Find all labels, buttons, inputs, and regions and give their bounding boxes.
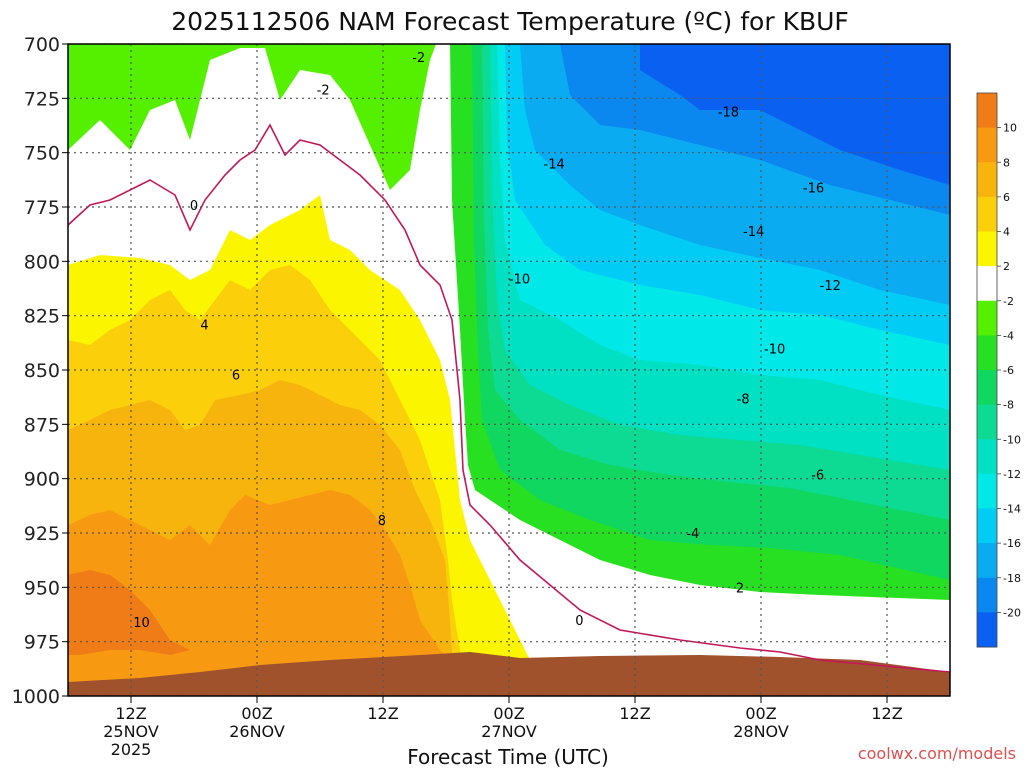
x-tick-date: 27NOV	[481, 722, 537, 741]
colorbar-swatch	[977, 162, 997, 198]
x-tick-label: 00Z	[493, 704, 524, 723]
x-tick-label: 00Z	[241, 704, 272, 723]
y-tick-label: 800	[24, 251, 60, 273]
colorbar-label: 6	[1003, 191, 1010, 204]
contour-label: -6	[811, 468, 824, 483]
colorbar-label: -8	[1003, 399, 1014, 412]
x-axis-label: Forecast Time (UTC)	[407, 745, 609, 768]
credit-text: coolwx.com/models	[858, 744, 1016, 763]
x-tick-date: 26NOV	[229, 722, 285, 741]
zero-contour-line	[68, 123, 950, 673]
contour-label: -12	[820, 279, 841, 294]
colorbar-swatch	[977, 196, 997, 232]
y-tick-label: 875	[24, 414, 60, 436]
colorbar-swatch	[977, 335, 997, 371]
y-tick-label: 925	[24, 523, 60, 545]
colorbar-label: -16	[1003, 537, 1021, 550]
x-tick-label: 12Z	[367, 704, 398, 723]
contour-label: -14	[743, 225, 764, 240]
colorbar-swatch	[977, 508, 997, 544]
x-tick-date: 28NOV	[733, 722, 789, 741]
colorbar-swatch	[977, 439, 997, 475]
contour-label: -2	[412, 51, 425, 66]
contour-label: -2	[317, 84, 330, 99]
colorbar-swatch	[977, 404, 997, 440]
contour-label: -18	[718, 105, 739, 120]
colorbar-swatch	[977, 612, 997, 648]
grid	[68, 44, 950, 696]
y-tick-label: 725	[24, 88, 60, 110]
x-tick-year: 2025	[111, 740, 152, 759]
y-tick-label: 775	[24, 197, 60, 219]
contour-label: -10	[764, 342, 785, 357]
colorbar-swatch	[977, 370, 997, 406]
colorbar-label: -18	[1003, 572, 1021, 585]
x-tick-date: 25NOV	[103, 722, 159, 741]
y-tick-label: 700	[24, 34, 60, 56]
y-tick-label: 850	[24, 360, 60, 382]
contour-label: 2	[736, 581, 744, 596]
contour-label: -4	[686, 527, 699, 542]
colorbar-swatch	[977, 231, 997, 267]
contour-label: -10	[509, 273, 530, 288]
colorbar-swatch	[977, 577, 997, 613]
colorbar-label: 10	[1003, 122, 1017, 135]
contour-label: 8	[378, 514, 386, 529]
y-tick-label: 975	[24, 632, 60, 654]
colorbar-label: -6	[1003, 364, 1014, 377]
colorbar-swatch	[977, 266, 997, 302]
x-tick-label: 12Z	[115, 704, 146, 723]
y-tick-label: 900	[24, 469, 60, 491]
colorbar: 10 8 6 4 2 -2 -4 -6 -8 -10 -12 -14 -16 -18 -20	[976, 92, 1021, 648]
colorbar-label: 2	[1003, 260, 1010, 273]
contour-label: 0	[575, 614, 583, 629]
colorbar-swatch	[977, 127, 997, 163]
x-tick-label: 12Z	[871, 704, 902, 723]
colorbar-swatch	[977, 473, 997, 509]
y-tick-label: 825	[24, 306, 60, 328]
colorbar-label: -2	[1003, 295, 1014, 308]
x-tick-label: 00Z	[745, 704, 776, 723]
colorbar-label: -4	[1003, 329, 1014, 342]
contour-label: -14	[544, 158, 565, 173]
colorbar-label: -12	[1003, 468, 1021, 481]
colorbar-label: -10	[1003, 433, 1021, 446]
y-tick-label: 950	[24, 577, 60, 599]
y-axis: 700 725 750 775 800 825 850 875 900 925 950 975 1000	[12, 34, 68, 708]
x-tick-label: 12Z	[619, 704, 650, 723]
contour-label: 10	[133, 616, 150, 631]
contour-label: -16	[803, 181, 824, 196]
colorbar-label: -20	[1003, 606, 1021, 619]
contour-label: 4	[200, 318, 208, 333]
colorbar-label: 8	[1003, 156, 1010, 169]
colorbar-label: -14	[1003, 503, 1021, 516]
contour-label: -8	[737, 392, 750, 407]
contour-labels: -2 -2 -18 -14 0 -16 -14 -10 -12 4 -10 6 -8 -6 8 -4 2 0 10	[133, 51, 841, 631]
colorbar-swatch	[977, 543, 997, 579]
y-tick-label: 750	[24, 143, 60, 165]
band-10	[68, 570, 190, 655]
contour-label: 6	[232, 368, 240, 383]
colorbar-swatch	[977, 300, 997, 336]
colorbar-label: 4	[1003, 226, 1010, 239]
colorbar-swatch	[977, 93, 997, 129]
chart-title: 2025112506 NAM Forecast Temperature (ºC)…	[171, 7, 849, 36]
y-tick-label: 1000	[12, 686, 60, 708]
contour-label: 0	[190, 199, 198, 214]
